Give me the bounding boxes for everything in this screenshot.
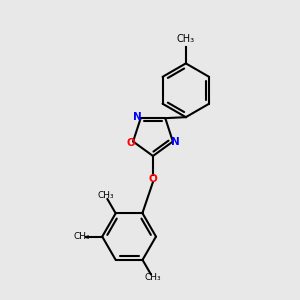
- Text: CH₃: CH₃: [97, 191, 114, 200]
- Text: CH₃: CH₃: [145, 273, 161, 282]
- Text: N: N: [133, 112, 142, 122]
- Text: N: N: [172, 136, 180, 146]
- Text: O: O: [126, 138, 135, 148]
- Text: CH₃: CH₃: [74, 232, 90, 241]
- Text: CH₃: CH₃: [177, 34, 195, 44]
- Text: O: O: [148, 174, 158, 184]
